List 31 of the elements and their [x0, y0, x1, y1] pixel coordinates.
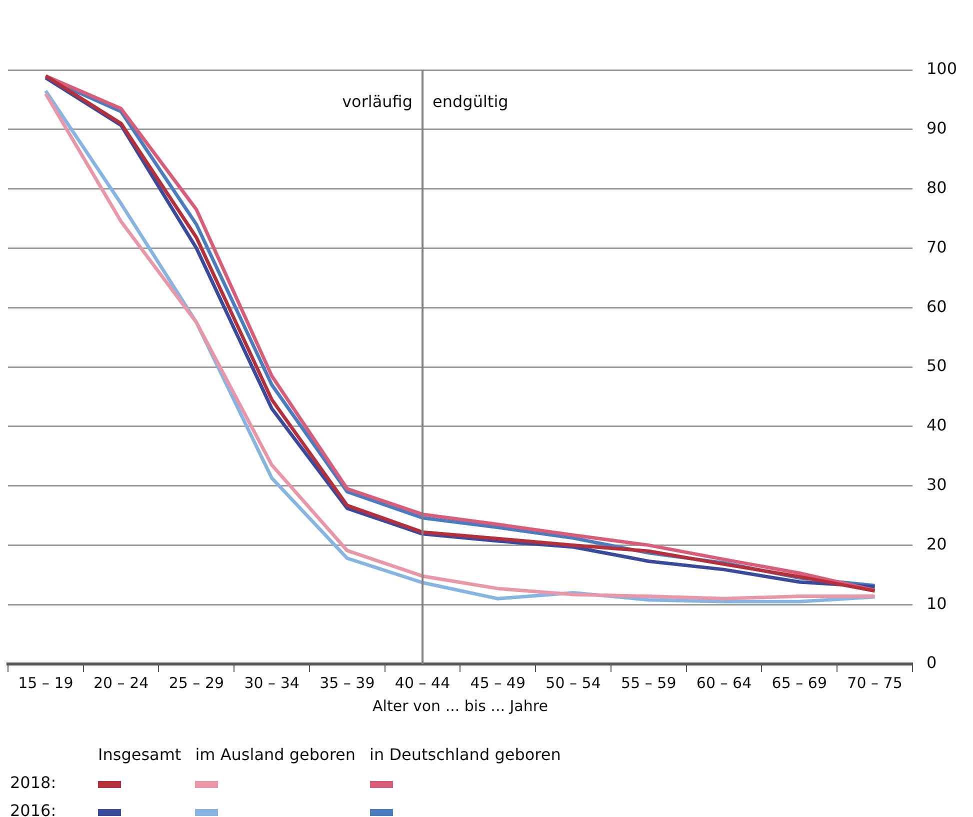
annotation: endgültig	[432, 92, 508, 112]
x-tick-label: 15 – 19	[18, 674, 74, 692]
y-tick-label: 90	[926, 118, 947, 138]
x-tick-label: 70 – 75	[847, 674, 902, 692]
x-tick-label: 50 – 54	[546, 674, 601, 692]
x-tick-label: 65 – 69	[772, 674, 828, 692]
x-tick-label: 25 – 29	[168, 674, 224, 692]
y-tick-label: 70	[926, 237, 947, 256]
x-tick-label: 35 – 39	[320, 674, 375, 692]
x-tick-label: 40 – 44	[394, 674, 450, 692]
x-tick-label: 20 – 24	[93, 674, 149, 692]
y-tick-label: 100	[926, 59, 958, 78]
text: im Ausland geboren	[195, 744, 357, 766]
x-tick-label: 60 – 64	[696, 674, 752, 692]
x-axis-title: Alter von ... bis ... Jahre	[372, 696, 548, 715]
y-tick-label: 50	[926, 356, 947, 376]
text: 2016:	[10, 800, 58, 817]
y-tick-label: 0	[926, 653, 937, 672]
x-tick-label: 55 – 59	[621, 674, 676, 692]
y-tick-label: 10	[926, 594, 947, 613]
y-tick-label: 40	[926, 416, 947, 435]
x-tick-label: 45 – 49	[470, 674, 526, 692]
text: in Deutschland geboren	[370, 744, 562, 766]
y-tick-label: 20	[926, 534, 947, 554]
y-tick-label: 30	[926, 474, 947, 494]
annotation: vorläufig	[342, 92, 413, 112]
text: Insgesamt	[98, 744, 182, 766]
x-tick-label: 30 – 34	[244, 674, 300, 692]
text: 2018:	[10, 772, 58, 794]
y-tick-label: 80	[926, 178, 947, 197]
y-tick-label: 60	[926, 296, 947, 316]
